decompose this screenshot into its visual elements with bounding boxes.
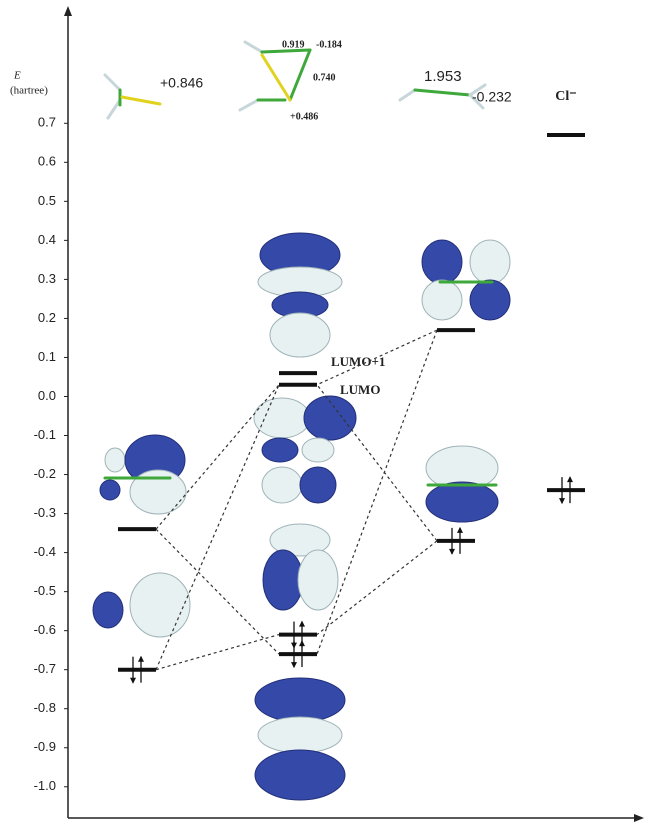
y-label-symbol: E: [13, 70, 21, 82]
fragment-label: Cl⁻: [555, 89, 576, 104]
y-tick-label: -0.5: [34, 583, 56, 598]
y-tick-label: 0.6: [38, 154, 56, 169]
y-tick-label: 0.1: [38, 349, 56, 364]
y-tick-label: -0.1: [34, 427, 56, 442]
electron-arrowhead: [449, 549, 455, 555]
y-tick-label: 0.3: [38, 271, 56, 286]
y-tick-label: -0.6: [34, 622, 56, 637]
y-tick-label: -1.0: [34, 778, 56, 793]
charge-label: +0.486: [290, 111, 318, 122]
level-label: LUMO: [340, 382, 380, 397]
y-tick-label: 0.4: [38, 232, 56, 247]
y-tick-label: -0.9: [34, 739, 56, 754]
charge-label: 1.953: [424, 68, 462, 85]
electron-arrowhead: [291, 662, 297, 668]
y-tick-label: 0.7: [38, 115, 56, 130]
charge-label: 0.740: [313, 72, 336, 83]
y-label-unit: (hartree): [10, 85, 48, 97]
electron-arrowhead: [130, 678, 136, 684]
electron-arrowhead: [457, 527, 463, 533]
y-tick-label: -0.2: [34, 466, 56, 481]
y-tick-label: -0.8: [34, 700, 56, 715]
y-tick-label: 0.5: [38, 193, 56, 208]
y-tick-label: -0.3: [34, 505, 56, 520]
y-tick-label: -0.7: [34, 661, 56, 676]
y-tick-label: -0.4: [34, 544, 56, 559]
correlation-line: [156, 635, 279, 670]
electron-arrowhead: [299, 640, 305, 646]
electron-arrowhead: [299, 621, 305, 627]
charge-label: +0.846: [160, 75, 203, 91]
y-tick-label: 0.0: [38, 388, 56, 403]
electron-arrowhead: [567, 476, 573, 482]
decoration: [64, 6, 644, 822]
figure: E (hartree) 0.7 0.6 0.5 0.4 0.3 0.2 0.1 0.0 -0.1…: [0, 0, 649, 824]
y-tick-label: 0.2: [38, 310, 56, 325]
electron-arrowhead: [138, 656, 144, 662]
charge-label: 0.919: [282, 39, 305, 50]
charge-label: -0.184: [316, 39, 342, 50]
electron-arrowhead: [559, 498, 565, 504]
level-label: LUMO+1: [331, 354, 385, 369]
charge-label: -0.232: [472, 89, 512, 105]
